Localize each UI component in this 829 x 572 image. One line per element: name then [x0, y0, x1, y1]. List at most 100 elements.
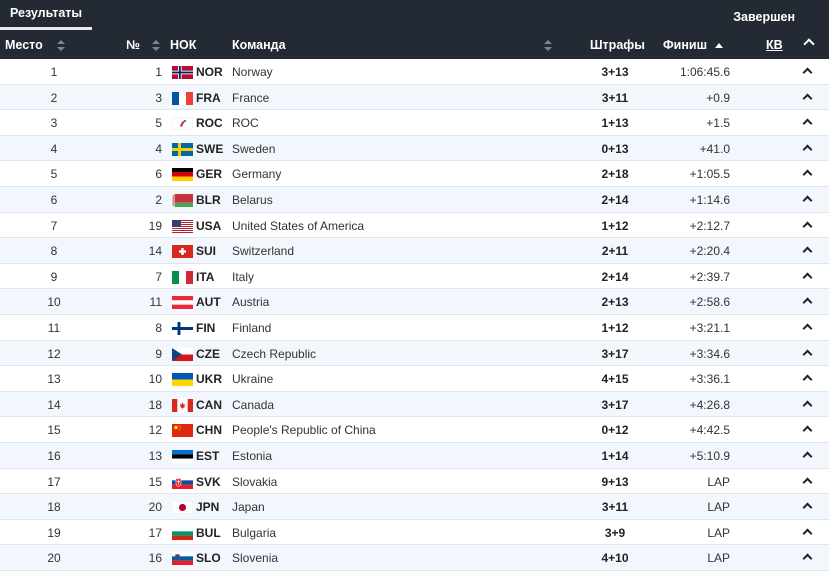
bib-number-cell: 6: [155, 167, 162, 182]
noc-code-cell: JPN: [196, 500, 220, 515]
team-name-cell: Japan: [232, 500, 265, 515]
table-row[interactable]: 13 10 UKR Ukraine 4+15 +3:36.1: [0, 366, 829, 392]
place-cell: 9: [50, 269, 58, 284]
collapse-all-chevron-up-icon[interactable]: [803, 38, 815, 50]
team-name-cell: United States of America: [232, 218, 365, 233]
finish-time-cell: +4:42.5: [689, 423, 730, 438]
flag-icon: [172, 142, 193, 156]
team-name-cell: Sweden: [232, 141, 276, 156]
flag-icon: [172, 219, 193, 233]
finish-time-cell: +3:36.1: [689, 372, 730, 387]
table-row[interactable]: 14 18 CAN Canada 3+17 +4:26.8: [0, 391, 829, 418]
column-finish-header[interactable]: Финиш: [663, 38, 724, 52]
expand-row-chevron-up-icon[interactable]: [802, 195, 813, 206]
flag-icon: [172, 475, 193, 489]
table-row[interactable]: 1 1 NOR Norway 3+13 1:06:45.6: [0, 59, 829, 85]
table-row[interactable]: 12 9 CZE Czech Republic 3+17 +3:34.6: [0, 340, 829, 367]
noc-code-cell: EST: [196, 448, 220, 463]
place-cell: 19: [47, 525, 61, 540]
finish-time-cell: +5:10.9: [689, 448, 730, 463]
expand-row-chevron-up-icon[interactable]: [802, 553, 813, 564]
table-row[interactable]: 6 2 BLR Belarus 2+14 +1:14.6: [0, 186, 829, 213]
finish-time-cell: +3:34.6: [689, 346, 730, 361]
expand-row-chevron-up-icon[interactable]: [802, 528, 813, 539]
penalties-cell: 2+11: [601, 244, 629, 259]
expand-row-chevron-up-icon[interactable]: [802, 246, 813, 257]
column-num-header[interactable]: №: [126, 38, 160, 52]
expand-row-chevron-up-icon[interactable]: [802, 169, 813, 180]
column-place-header[interactable]: Место: [5, 38, 65, 52]
finish-time-cell: +2:20.4: [689, 244, 730, 259]
penalties-cell: 2+14: [601, 192, 629, 207]
table-row[interactable]: 15 12 CHN People's Republic of China 0+12 +4:…: [0, 417, 829, 443]
noc-code-cell: FIN: [196, 320, 216, 335]
noc-code-cell: BUL: [196, 525, 221, 540]
team-name-cell: France: [232, 90, 270, 105]
table-row[interactable]: 2 3 FRA France 3+11 +0.9: [0, 84, 829, 111]
expand-row-chevron-up-icon[interactable]: [802, 502, 813, 513]
table-header: Место № НОК Команда Штрафы Финиш КВ: [0, 30, 829, 59]
place-cell: 10: [47, 295, 61, 310]
penalties-cell: 3+17: [601, 397, 629, 412]
noc-code-cell: ROC: [196, 116, 223, 131]
team-name-cell: Norway: [232, 65, 273, 79]
expand-row-chevron-up-icon[interactable]: [802, 400, 813, 411]
bib-number-cell: 7: [155, 269, 162, 284]
table-row[interactable]: 17 15 SVK Slovakia 9+13 LAP: [0, 469, 829, 495]
sort-ascending-icon[interactable]: [715, 43, 724, 49]
column-penalties-header[interactable]: Штрафы: [590, 38, 645, 52]
expand-row-chevron-up-icon[interactable]: [802, 297, 813, 308]
noc-code-cell: CAN: [196, 397, 222, 412]
expand-row-chevron-up-icon[interactable]: [802, 323, 813, 334]
table-row[interactable]: 11 8 FIN Finland 1+12 +3:21.1: [0, 315, 829, 341]
finish-time-cell: +4:26.8: [689, 397, 730, 412]
place-cell: 7: [50, 218, 58, 233]
column-team-header[interactable]: Команда: [232, 38, 286, 52]
bib-number-cell: 18: [148, 397, 162, 412]
place-cell: 17: [47, 474, 61, 489]
expand-row-chevron-up-icon[interactable]: [802, 451, 813, 462]
column-kv-header[interactable]: КВ: [766, 38, 783, 52]
expand-row-chevron-up-icon[interactable]: [802, 425, 813, 436]
place-cell: 5: [50, 167, 58, 182]
team-name-cell: Italy: [232, 269, 255, 284]
penalties-cell: 9+13: [601, 474, 629, 489]
table-row[interactable]: 9 7 ITA Italy 2+14 +2:39.7: [0, 264, 829, 290]
bib-number-cell: 14: [148, 244, 162, 259]
table-row[interactable]: 19 17 BUL Bulgaria 3+9 LAP: [0, 520, 829, 546]
finish-time-cell: +1:14.6: [689, 192, 730, 207]
table-row[interactable]: 20 16 SLO Slovenia 4+10 LAP: [0, 545, 829, 571]
team-name-cell: Estonia: [232, 448, 273, 463]
table-row[interactable]: 7 19 USA United States of America 1+12 +2:12.…: [0, 213, 829, 239]
expand-row-chevron-up-icon[interactable]: [802, 93, 813, 104]
finish-time-cell: LAP: [707, 474, 730, 489]
noc-code-cell: USA: [196, 218, 222, 233]
column-noc-header[interactable]: НОК: [170, 38, 196, 52]
noc-code-cell: SUI: [196, 244, 217, 259]
expand-row-chevron-up-icon[interactable]: [802, 144, 813, 155]
penalties-cell: 3+11: [601, 500, 629, 515]
expand-row-chevron-up-icon[interactable]: [802, 272, 813, 283]
table-row[interactable]: 5 6 GER Germany 2+18 +1:05.5: [0, 161, 829, 187]
expand-row-chevron-up-icon[interactable]: [802, 67, 813, 78]
sort-icon[interactable]: [151, 40, 160, 52]
expand-row-chevron-up-icon[interactable]: [802, 477, 813, 487]
expand-row-chevron-up-icon[interactable]: [802, 349, 813, 359]
expand-row-chevron-up-icon[interactable]: [802, 118, 813, 129]
table-row[interactable]: 10 11 AUT Austria 2+13 +2:58.6: [0, 289, 829, 315]
column-penalties-label: Штрафы: [590, 38, 645, 52]
table-row[interactable]: 4 4 SWE Sweden 0+13 +41.0: [0, 135, 829, 162]
sort-icon[interactable]: [544, 40, 552, 52]
expand-row-chevron-up-icon[interactable]: [802, 374, 813, 385]
table-row[interactable]: 18 20 JPN Japan 3+11 LAP: [0, 494, 829, 520]
team-name-cell: Canada: [232, 397, 275, 412]
table-row[interactable]: 16 13 EST Estonia 1+14 +5:10.9: [0, 442, 829, 469]
table-row[interactable]: 3 5 ROC ROC 1+13 +1.5: [0, 110, 829, 136]
flag-icon: [172, 66, 193, 79]
table-row[interactable]: 8 14 SUI Switzerland 2+11 +2:20.4: [0, 238, 829, 264]
expand-row-chevron-up-icon[interactable]: [802, 221, 813, 232]
place-cell: 11: [47, 320, 61, 335]
tab-results[interactable]: Результаты: [0, 0, 93, 30]
column-team-sort[interactable]: [544, 38, 552, 52]
sort-icon[interactable]: [56, 40, 65, 52]
